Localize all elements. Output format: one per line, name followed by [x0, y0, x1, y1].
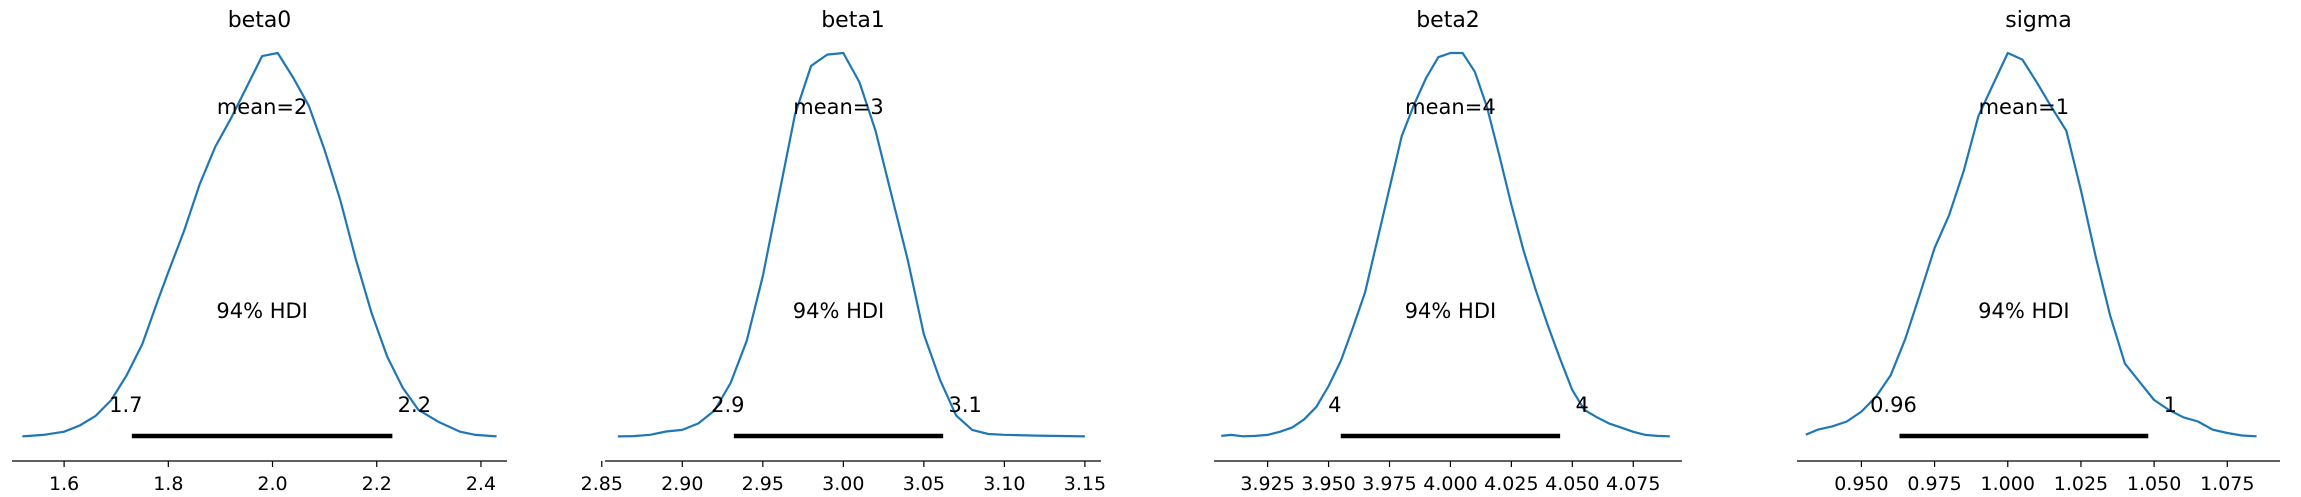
x-tick-label: 1.000: [1981, 473, 2035, 495]
hdi-low-label: 1.7: [109, 393, 142, 417]
x-tick-label: 1.075: [2200, 473, 2254, 495]
x-tick-label: 0.975: [1907, 473, 1961, 495]
hdi-high-label: 3.1: [948, 393, 981, 417]
hdi-low-label: 0.96: [1870, 393, 1917, 417]
panel-title: beta1: [821, 8, 885, 33]
hdi-label: 94% HDI: [1405, 299, 1497, 323]
x-tick-label: 3.950: [1301, 473, 1355, 495]
x-tick-label: 4.075: [1606, 473, 1660, 495]
hdi-low-label: 4: [1328, 393, 1341, 417]
kde-line: [1221, 51, 1670, 438]
x-tick-label: 1.025: [2054, 473, 2108, 495]
panel-sigma: sigma mean=1 94% HDI 0.96 1 0.950 0.975 1.000 1.…: [1797, 8, 2280, 495]
panel-beta2: beta2 mean=4 94% HDI 4 4 3.925 3.950 3.975 4.000…: [1214, 8, 1682, 495]
x-tick-label: 4.050: [1545, 473, 1599, 495]
x-tick-label: 3.05: [903, 473, 945, 495]
hdi-high-label: 2.2: [398, 393, 431, 417]
panel-beta0: beta0 mean=2 94% HDI 1.7 2.2 1.6 1.8 2.0 2.2 2.4: [12, 8, 507, 495]
x-tick-label: 3.975: [1362, 473, 1416, 495]
kde-line: [1805, 51, 2257, 438]
hdi-high-label: 1: [2164, 393, 2177, 417]
panel-title: sigma: [2005, 8, 2071, 33]
mean-label: mean=2: [217, 95, 308, 119]
x-tick-label: 3.15: [1064, 473, 1106, 495]
panel-title: beta0: [228, 8, 292, 33]
x-tick-label: 1.8: [153, 473, 183, 495]
mean-label: mean=1: [1979, 95, 2070, 119]
x-tick-label: 1.6: [49, 473, 79, 495]
mean-label: mean=3: [793, 95, 884, 119]
hdi-label: 94% HDI: [216, 299, 308, 323]
hdi-label: 94% HDI: [793, 299, 885, 323]
x-tick-label: 2.2: [362, 473, 392, 495]
x-tick-label: 1.050: [2127, 473, 2181, 495]
x-tick-label: 2.90: [661, 473, 703, 495]
x-tick-label: 4.025: [1484, 473, 1538, 495]
x-tick-label: 2.95: [742, 473, 784, 495]
panel-beta1: beta1 mean=3 94% HDI 2.9 3.1 2.85 2.90 2.95 3.00…: [581, 8, 1106, 495]
x-tick-label: 0.950: [1834, 473, 1888, 495]
mean-label: mean=4: [1405, 95, 1496, 119]
x-tick-label: 3.10: [983, 473, 1025, 495]
panel-title: beta2: [1416, 8, 1480, 33]
x-tick-label: 3.925: [1240, 473, 1294, 495]
kde-line: [22, 51, 497, 438]
x-tick-label: 2.0: [257, 473, 287, 495]
x-tick-label: 2.4: [466, 473, 496, 495]
kde-line: [617, 51, 1085, 438]
x-tick-label: 3.00: [822, 473, 864, 495]
hdi-low-label: 2.9: [711, 393, 744, 417]
x-tick-label: 2.85: [581, 473, 623, 495]
hdi-high-label: 4: [1575, 393, 1588, 417]
x-tick-label: 4.000: [1423, 473, 1477, 495]
hdi-label: 94% HDI: [1978, 299, 2070, 323]
